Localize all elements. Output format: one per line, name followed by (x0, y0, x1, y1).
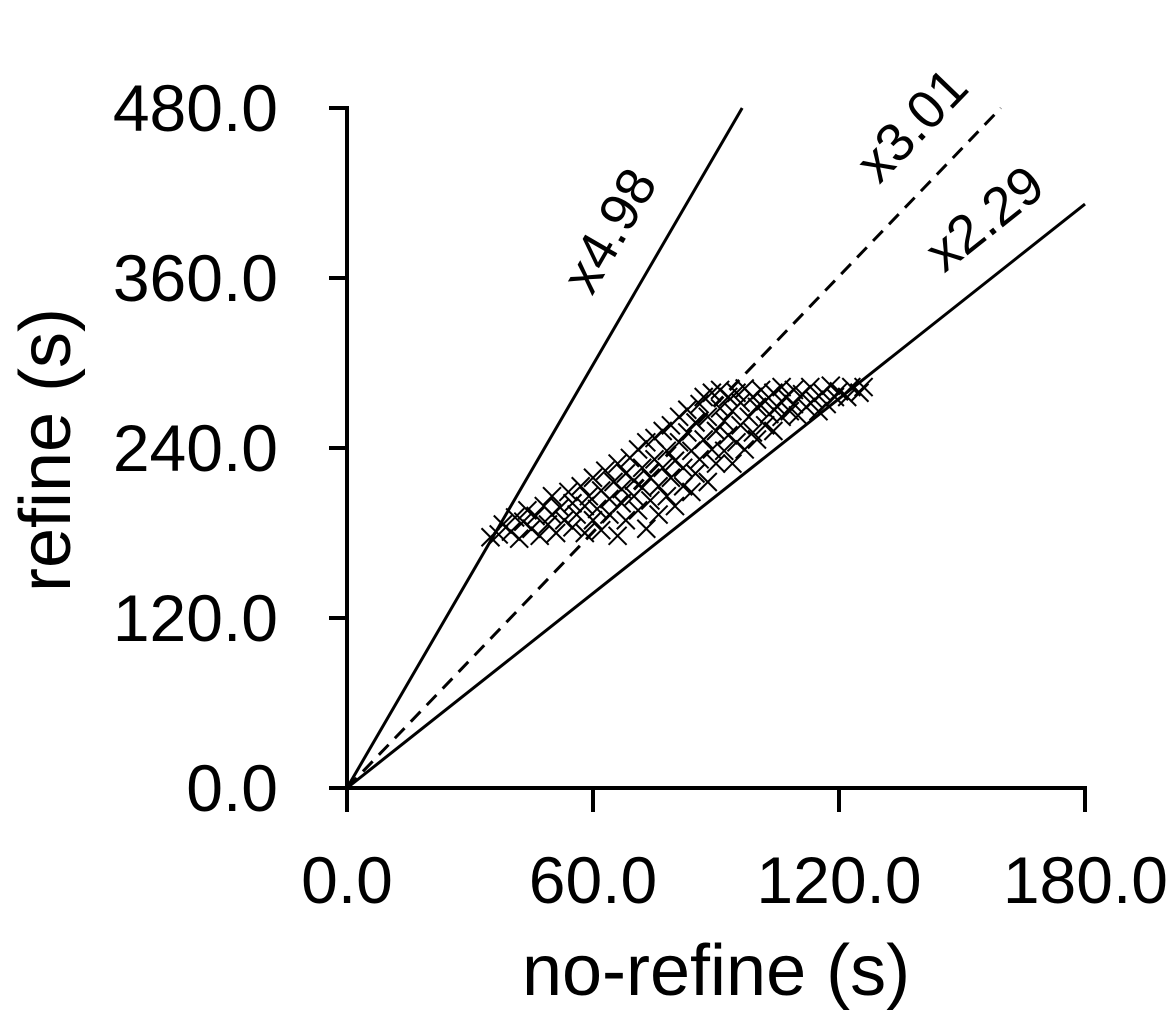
scatter-point (661, 468, 681, 488)
scatter-point (579, 486, 599, 506)
scatter-point (706, 453, 726, 474)
y-axis-title: refine (s) (6, 308, 86, 592)
x-tick-label: 120.0 (756, 843, 921, 917)
scatter-point (829, 381, 849, 402)
scatter-point (529, 526, 550, 546)
scatter-point (837, 387, 857, 407)
scatter-point (755, 415, 775, 436)
scatter-point (669, 432, 689, 453)
scatter-point (616, 510, 636, 530)
scatter-point (698, 472, 718, 492)
scatter-point (657, 486, 677, 506)
scatter-point (648, 504, 669, 525)
scatter-point (685, 412, 706, 433)
scatter-point (542, 486, 562, 506)
scatter-point (562, 493, 583, 513)
scatter-point (665, 496, 685, 516)
scatter-point (689, 449, 710, 470)
scatter-point (710, 398, 730, 419)
scatter-point (591, 520, 611, 540)
scatter-point (693, 429, 714, 450)
scatter-point (763, 421, 784, 441)
scatter-point (730, 392, 751, 413)
scatter-point (714, 411, 734, 431)
scatter-point (562, 517, 583, 538)
scatter-point (652, 421, 673, 441)
scatter-point (751, 380, 771, 400)
reference-line-x4.98 (347, 107, 744, 789)
scatter-point (575, 523, 595, 543)
scatter-point (714, 441, 734, 461)
scatter-point (632, 477, 652, 498)
scatter-point (849, 383, 870, 403)
scatter-point (575, 496, 595, 516)
y-ticks: 0.0 120.0 240.0 360.0 480.0 (113, 71, 347, 825)
scatter-point (583, 468, 603, 488)
scatter-point (784, 394, 804, 414)
x-tick-label: 0.0 (301, 843, 393, 917)
scatter-point (747, 397, 767, 417)
scatter-point (632, 458, 652, 478)
scatter-point (747, 429, 767, 450)
scatter-point (767, 397, 788, 417)
reference-line-label: x4.98 (551, 158, 669, 302)
scatter-point (763, 383, 784, 403)
scatter-point (681, 482, 702, 502)
y-tick-label: 120.0 (113, 581, 278, 655)
scatter-point (595, 460, 616, 481)
y-tick-label: 360.0 (113, 241, 278, 315)
scatter-point (611, 493, 632, 513)
scatter-point (587, 499, 607, 519)
scatter-point (706, 421, 726, 441)
reference-line-x2.29 (347, 202, 1086, 790)
x-tick-label: 180.0 (1003, 843, 1168, 917)
x-tick-label: 60.0 (529, 843, 657, 917)
scatter-point (652, 458, 673, 478)
scatter-point (734, 439, 755, 460)
scatter-point (607, 526, 628, 546)
scatter-point (648, 476, 669, 496)
scatter-point (685, 463, 706, 484)
scatter-point (722, 453, 743, 474)
y-tick-label: 240.0 (113, 411, 278, 485)
scatter-point (853, 377, 874, 397)
y-tick-label: 0.0 (186, 751, 278, 825)
scatter-point (525, 506, 546, 526)
y-tick-label: 480.0 (113, 71, 278, 145)
scatter-point (677, 400, 698, 420)
scatter-point (739, 407, 759, 427)
scatter-point (599, 489, 620, 509)
reference-line-label: x2.29 (914, 154, 1055, 283)
scatter-point (517, 500, 538, 521)
scatter-point (611, 479, 632, 499)
scatter-point (677, 422, 698, 443)
scatter-point (628, 500, 648, 521)
x-ticks: 0.0 60.0 120.0 180.0 (301, 788, 1168, 917)
data-points (480, 375, 874, 549)
scatter-point (558, 482, 579, 502)
scatter-point (698, 407, 718, 427)
scatter-point (488, 524, 509, 545)
x-axis-title: no-refine (s) (522, 931, 910, 1011)
scatter-point (607, 453, 628, 474)
scatter-point (800, 377, 821, 397)
reference-line-label: x3.01 (845, 57, 980, 194)
scatter-point (673, 458, 693, 478)
scatter-point (550, 497, 570, 518)
scatter-point (821, 375, 841, 396)
scatter-point (657, 441, 677, 461)
scatter-point (636, 519, 657, 539)
scatter-point (546, 523, 566, 543)
scatter-point (640, 490, 661, 511)
scatter-point (583, 510, 603, 530)
scatter-point (570, 476, 591, 496)
scatter-point (509, 528, 529, 549)
scatter-point (771, 377, 792, 397)
